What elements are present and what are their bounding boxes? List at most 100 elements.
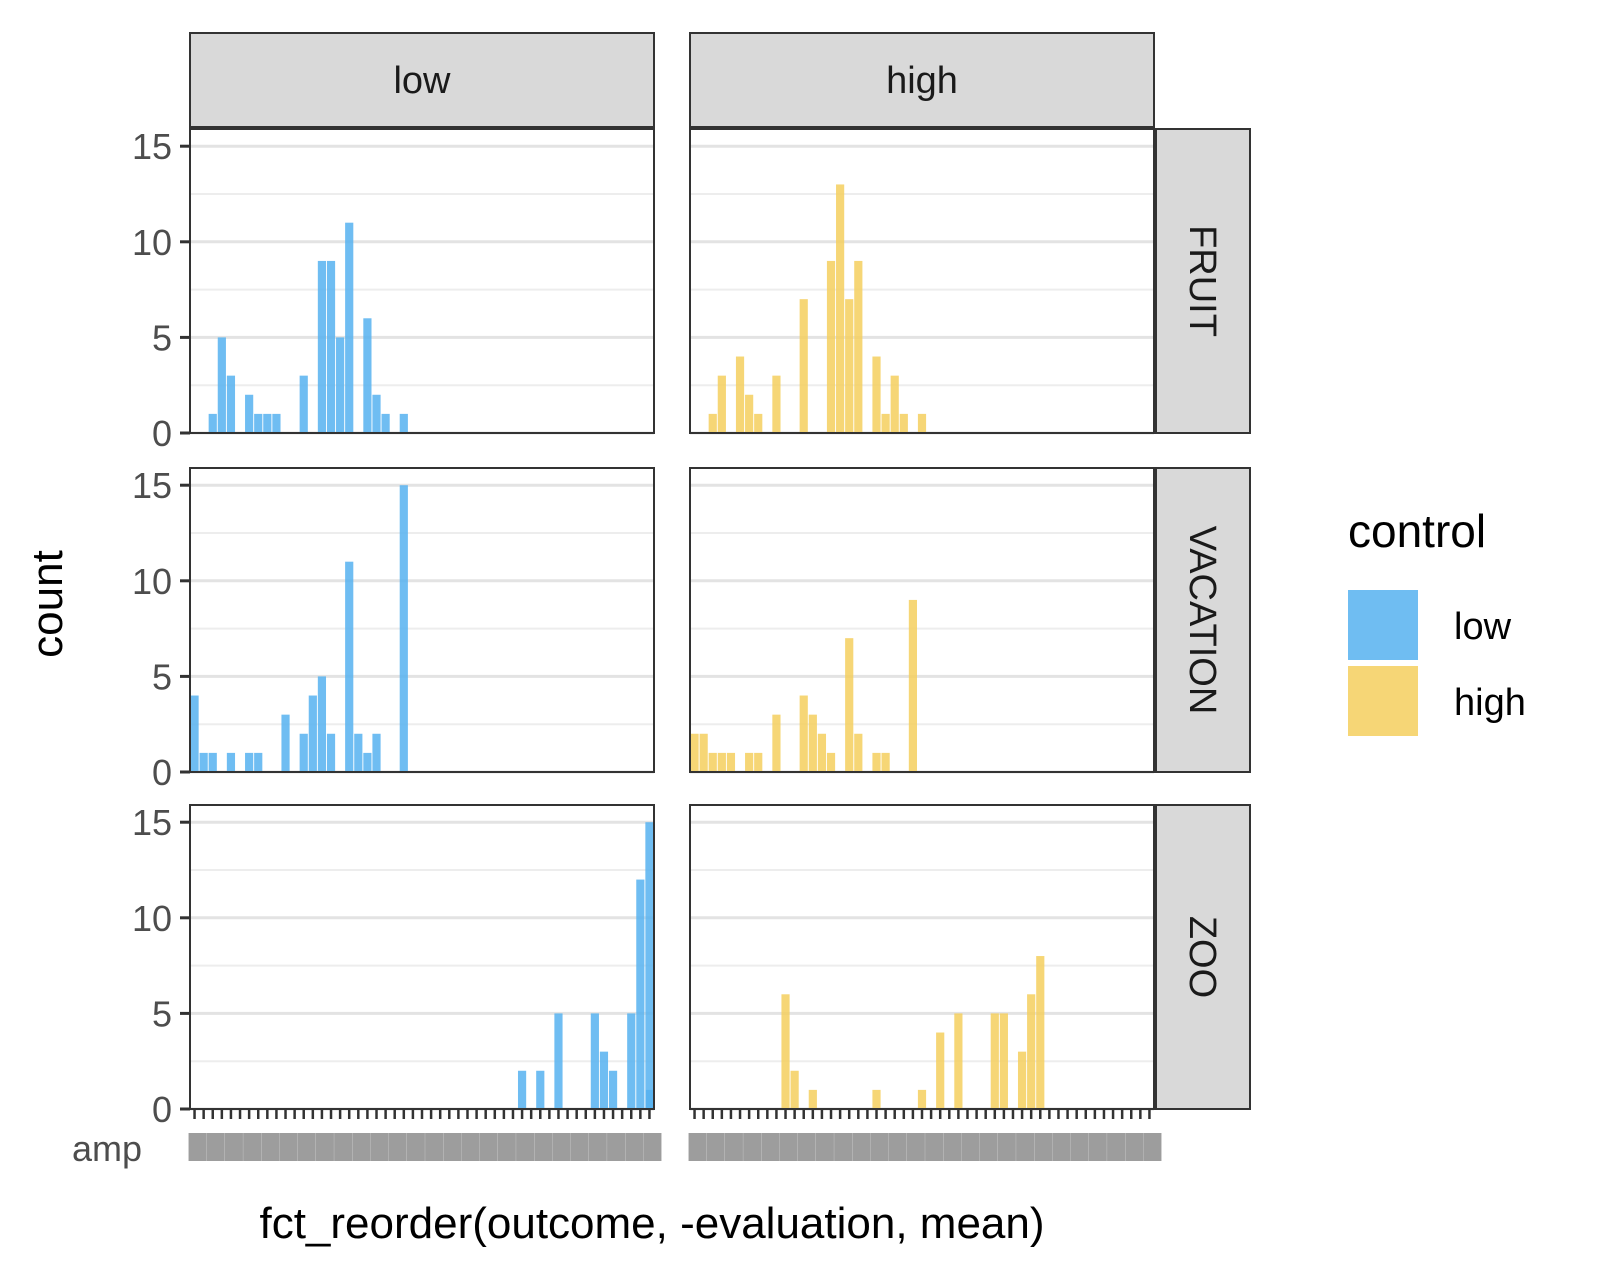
x-tick-label-overlap (625, 1133, 644, 1161)
series-low-fruit (208, 222, 408, 433)
bar (936, 1032, 945, 1109)
x-tick-label-overlap (1107, 1133, 1126, 1161)
bar (245, 752, 254, 772)
legend-key (1348, 590, 1418, 660)
x-tick-label-overlap (1034, 1133, 1053, 1161)
bar (599, 1051, 609, 1109)
bar (299, 733, 308, 772)
panel-background (190, 129, 654, 433)
y-tick-label: 10 (132, 898, 172, 939)
x-tick-label-overlap (388, 1133, 407, 1161)
panel-low-fruit (190, 129, 654, 435)
bar (326, 260, 336, 433)
bar (199, 752, 208, 772)
x-axes: amp (72, 1109, 1162, 1169)
bar (735, 356, 745, 433)
x-tick-label-overlap (352, 1133, 371, 1161)
bar (999, 1013, 1008, 1109)
x-tick-label-overlap (607, 1133, 626, 1161)
bar (754, 752, 763, 772)
bar (690, 733, 699, 772)
x-tick-label-overlap (1016, 1133, 1035, 1161)
bar (326, 733, 336, 772)
y-tick-label: 15 (132, 465, 172, 506)
x-axis-title: fct_reorder(outcome, -evaluation, mean) (259, 1199, 1044, 1248)
y-axis-vacation: 0 5 10 15 (132, 465, 190, 793)
x-tick-label-overlap (497, 1133, 516, 1161)
bar (708, 752, 717, 772)
bar (217, 337, 226, 433)
y-axis-fruit: 0 5 10 15 (132, 126, 190, 454)
x-tick-label-overlap (834, 1133, 853, 1161)
strip-background (1155, 467, 1251, 773)
strip-background (689, 32, 1155, 128)
bar (781, 994, 790, 1109)
bar (299, 375, 308, 433)
x-tick-label-overlap (334, 1133, 353, 1161)
x-tick-label-overlap (979, 1133, 998, 1161)
bar (772, 714, 781, 772)
y-tick-label: 15 (132, 126, 172, 167)
bar (708, 413, 717, 433)
x-tick-label-overlap (1052, 1133, 1071, 1161)
y-axis-zoo: 0 5 10 15 (132, 802, 190, 1130)
x-tick-label-overlap (297, 1133, 316, 1161)
legend-item-low: low (1348, 590, 1512, 660)
facet-strips: low high FRUIT VACATION ZOO (189, 32, 1251, 1110)
series-low-vacation (190, 485, 408, 772)
x-tick-label-overlap (461, 1133, 480, 1161)
bar (208, 752, 217, 772)
bar (363, 752, 372, 772)
bar (808, 714, 817, 772)
x-tick-label-overlap (315, 1133, 334, 1161)
bar (799, 695, 808, 772)
bar (854, 733, 863, 772)
bar (263, 413, 272, 433)
bar (245, 394, 254, 433)
bar (381, 413, 390, 433)
y-tick-label: 5 (152, 317, 172, 358)
bar (954, 1013, 963, 1109)
bar (345, 561, 354, 772)
strip-label: low (393, 60, 451, 102)
bar (790, 1070, 799, 1109)
panel-background (690, 468, 1154, 772)
x-tick-label-overlap (425, 1133, 444, 1161)
bar (872, 356, 881, 433)
x-tick-label-overlap (224, 1133, 243, 1161)
bar (272, 413, 281, 433)
strip-background (189, 32, 655, 128)
strip-vacation: VACATION (1155, 467, 1251, 773)
legend-title: control (1348, 505, 1486, 557)
legend-label: high (1454, 682, 1526, 724)
x-tick-label-overlap (370, 1133, 389, 1161)
x-tick-label-overlap (761, 1133, 780, 1161)
bar (254, 752, 263, 772)
bar (517, 1070, 527, 1109)
x-tick-label-overlap (743, 1133, 762, 1161)
bar (372, 733, 381, 772)
bar (745, 752, 754, 772)
x-tick-label-overlap (870, 1133, 889, 1161)
bar (281, 714, 290, 772)
x-tick-label-overlap (943, 1133, 962, 1161)
y-axes: 0 5 10 15 0 5 10 15 0 5 10 15 (132, 126, 190, 1130)
bar (890, 375, 899, 433)
panel-border (689, 467, 1155, 773)
panel-border (189, 467, 655, 773)
legend-key (1348, 666, 1418, 736)
x-tick-label-overlap (706, 1133, 725, 1161)
bar (645, 822, 654, 1109)
y-tick-label: 0 (152, 413, 172, 454)
bar (826, 260, 836, 433)
bar (590, 1013, 599, 1109)
series-high-zoo (781, 956, 1045, 1109)
x-tick-label-overlap (797, 1133, 816, 1161)
bar (845, 299, 854, 433)
y-tick-label: 0 (152, 752, 172, 793)
bar (1027, 994, 1036, 1109)
y-tick-label: 10 (132, 222, 172, 263)
bar (208, 413, 217, 433)
strip-high: high (689, 32, 1155, 128)
